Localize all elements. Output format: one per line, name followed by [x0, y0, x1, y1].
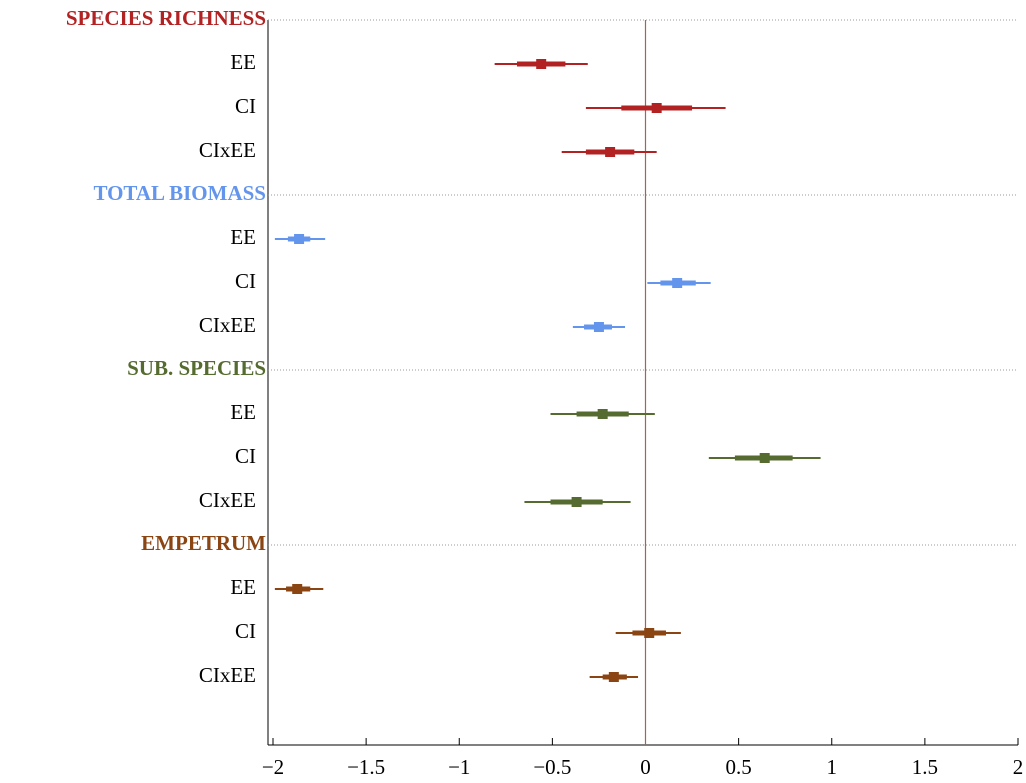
row-label: CI	[235, 94, 256, 118]
x-tick-label: 1.5	[912, 755, 938, 779]
group-header: EMPETRUM	[141, 531, 266, 555]
row-label: CI	[235, 269, 256, 293]
x-tick-label: −1	[448, 755, 470, 779]
row-label: CI	[235, 619, 256, 643]
x-tick-label: −2	[262, 755, 284, 779]
x-tick-label: 2	[1013, 755, 1024, 779]
estimate	[672, 278, 683, 288]
x-tick-label: 1	[827, 755, 838, 779]
row-label: CIxEE	[199, 663, 256, 687]
estimate	[759, 453, 770, 463]
x-tick-label: −1.5	[347, 755, 385, 779]
row-label: CIxEE	[199, 313, 256, 337]
group-header: TOTAL BIOMASS	[93, 181, 266, 205]
row-label: CIxEE	[199, 488, 256, 512]
estimate	[571, 497, 582, 507]
estimate	[536, 59, 547, 69]
x-tick-label: 0.5	[726, 755, 752, 779]
estimate	[605, 147, 616, 157]
x-tick-label: −0.5	[533, 755, 571, 779]
row-label: EE	[230, 400, 256, 424]
estimate	[597, 409, 608, 419]
row-label: CIxEE	[199, 138, 256, 162]
x-tick-label: 0	[640, 755, 651, 779]
row-label: EE	[230, 575, 256, 599]
estimate	[593, 322, 604, 332]
group-header: SUB. SPECIES	[127, 356, 266, 380]
estimate	[608, 672, 619, 682]
row-label: CI	[235, 444, 256, 468]
estimate	[644, 628, 655, 638]
row-label: EE	[230, 225, 256, 249]
estimate	[294, 234, 305, 244]
row-label: EE	[230, 50, 256, 74]
estimate	[292, 584, 303, 594]
group-header: SPECIES RICHNESS	[66, 6, 266, 30]
estimate	[651, 103, 662, 113]
